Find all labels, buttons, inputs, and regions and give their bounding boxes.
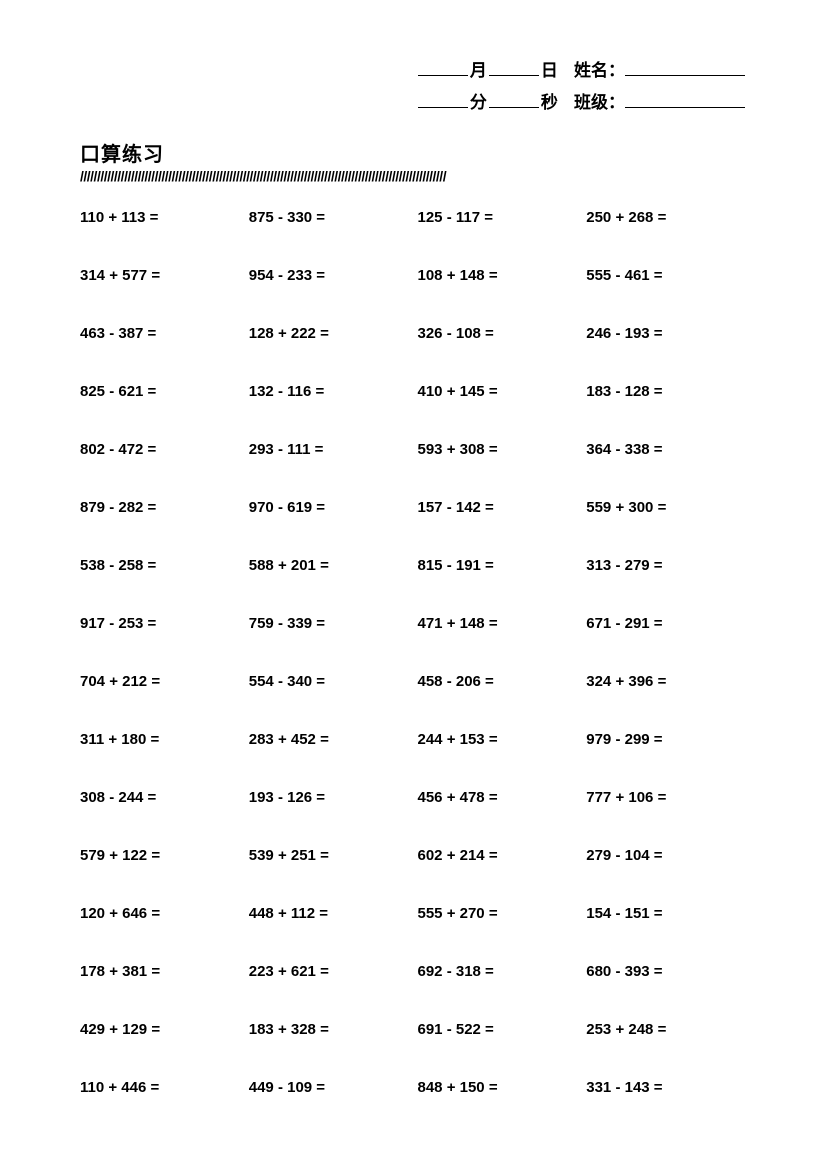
problem-cell: 593 + 308 = <box>418 441 587 458</box>
problem-cell: 326 - 108 = <box>418 325 587 342</box>
problem-cell: 970 - 619 = <box>249 499 418 516</box>
blank-name <box>625 58 745 76</box>
problem-cell: 364 - 338 = <box>586 441 755 458</box>
problem-cell: 183 - 128 = <box>586 383 755 400</box>
blank-min <box>418 90 468 108</box>
problem-cell: 759 - 339 = <box>249 615 418 632</box>
label-month: 月 <box>470 61 487 80</box>
problem-cell: 193 - 126 = <box>249 789 418 806</box>
problem-cell: 429 + 129 = <box>80 1021 249 1038</box>
problem-cell: 848 + 150 = <box>418 1079 587 1096</box>
problem-cell: 154 - 151 = <box>586 905 755 922</box>
slash-rule: ////////////////////////////////////////… <box>80 169 755 183</box>
problem-cell: 671 - 291 = <box>586 615 755 632</box>
problem-grid: 110 + 113 =875 - 330 =125 - 117 =250 + 2… <box>80 209 755 1096</box>
label-day: 日 <box>541 61 558 80</box>
problem-cell: 178 + 381 = <box>80 963 249 980</box>
worksheet-page: 月 日 姓名： 分 秒 班级： 口算练习 /////////////////////… <box>0 0 825 1168</box>
problem-cell: 555 + 270 = <box>418 905 587 922</box>
label-name: 姓名： <box>574 61 625 80</box>
header-line-1: 月 日 姓名： <box>80 55 745 87</box>
problem-cell: 602 + 214 = <box>418 847 587 864</box>
problem-cell: 692 - 318 = <box>418 963 587 980</box>
problem-cell: 448 + 112 = <box>249 905 418 922</box>
problem-cell: 311 + 180 = <box>80 731 249 748</box>
problem-cell: 279 - 104 = <box>586 847 755 864</box>
problem-cell: 293 - 111 = <box>249 441 418 458</box>
worksheet-header: 月 日 姓名： 分 秒 班级： <box>80 55 755 120</box>
problem-cell: 777 + 106 = <box>586 789 755 806</box>
problem-cell: 463 - 387 = <box>80 325 249 342</box>
blank-class <box>625 90 745 108</box>
worksheet-title: 口算练习 <box>80 138 755 167</box>
problem-cell: 283 + 452 = <box>249 731 418 748</box>
problem-cell: 471 + 148 = <box>418 615 587 632</box>
problem-cell: 458 - 206 = <box>418 673 587 690</box>
problem-cell: 108 + 148 = <box>418 267 587 284</box>
problem-cell: 132 - 116 = <box>249 383 418 400</box>
problem-cell: 879 - 282 = <box>80 499 249 516</box>
problem-cell: 704 + 212 = <box>80 673 249 690</box>
problem-cell: 802 - 472 = <box>80 441 249 458</box>
problem-cell: 223 + 621 = <box>249 963 418 980</box>
header-line-2: 分 秒 班级： <box>80 87 745 119</box>
problem-cell: 555 - 461 = <box>586 267 755 284</box>
label-sec: 秒 <box>541 93 558 112</box>
problem-cell: 157 - 142 = <box>418 499 587 516</box>
blank-day <box>489 58 539 76</box>
problem-cell: 954 - 233 = <box>249 267 418 284</box>
problem-cell: 691 - 522 = <box>418 1021 587 1038</box>
problem-cell: 183 + 328 = <box>249 1021 418 1038</box>
problem-cell: 128 + 222 = <box>249 325 418 342</box>
problem-cell: 246 - 193 = <box>586 325 755 342</box>
problem-cell: 554 - 340 = <box>249 673 418 690</box>
problem-cell: 314 + 577 = <box>80 267 249 284</box>
problem-cell: 815 - 191 = <box>418 557 587 574</box>
label-min: 分 <box>470 93 487 112</box>
problem-cell: 539 + 251 = <box>249 847 418 864</box>
problem-cell: 308 - 244 = <box>80 789 249 806</box>
problem-cell: 825 - 621 = <box>80 383 249 400</box>
problem-cell: 324 + 396 = <box>586 673 755 690</box>
problem-cell: 125 - 117 = <box>418 209 587 226</box>
problem-cell: 313 - 279 = <box>586 557 755 574</box>
problem-cell: 449 - 109 = <box>249 1079 418 1096</box>
blank-sec <box>489 90 539 108</box>
blank-month <box>418 58 468 76</box>
problem-cell: 110 + 113 = <box>80 209 249 226</box>
problem-cell: 244 + 153 = <box>418 731 587 748</box>
problem-cell: 331 - 143 = <box>586 1079 755 1096</box>
problem-cell: 979 - 299 = <box>586 731 755 748</box>
problem-cell: 917 - 253 = <box>80 615 249 632</box>
problem-cell: 250 + 268 = <box>586 209 755 226</box>
problem-cell: 253 + 248 = <box>586 1021 755 1038</box>
problem-cell: 588 + 201 = <box>249 557 418 574</box>
problem-cell: 538 - 258 = <box>80 557 249 574</box>
problem-cell: 579 + 122 = <box>80 847 249 864</box>
problem-cell: 456 + 478 = <box>418 789 587 806</box>
problem-cell: 875 - 330 = <box>249 209 418 226</box>
problem-cell: 410 + 145 = <box>418 383 587 400</box>
problem-cell: 559 + 300 = <box>586 499 755 516</box>
problem-cell: 120 + 646 = <box>80 905 249 922</box>
problem-cell: 110 + 446 = <box>80 1079 249 1096</box>
problem-cell: 680 - 393 = <box>586 963 755 980</box>
label-class: 班级： <box>574 93 625 112</box>
